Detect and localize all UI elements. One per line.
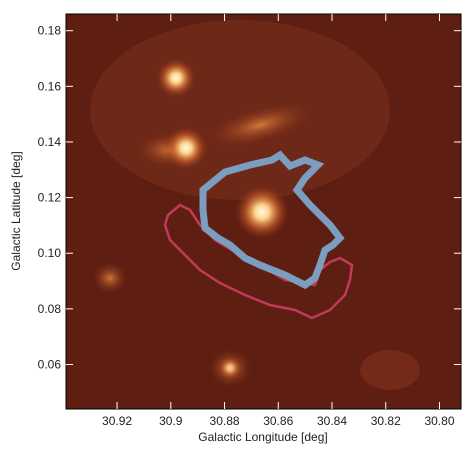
x-tick-label: 30.92 — [102, 414, 132, 428]
y-tick-label: 0.08 — [38, 302, 62, 316]
y-tick-label: 0.06 — [38, 357, 62, 371]
y-tick-label: 0.12 — [38, 191, 62, 205]
plot-frame — [65, 13, 462, 410]
x-tick-label: 30.88 — [210, 414, 240, 428]
x-tick-label: 30.82 — [371, 414, 401, 428]
blue-contour — [199, 150, 345, 290]
x-tick-label: 30.9 — [159, 414, 183, 428]
y-axis-label: Galactic Latitude [deg] — [9, 151, 23, 270]
x-tick-label: 30.84 — [317, 414, 347, 428]
image — [66, 14, 461, 409]
x-axis-label: Galactic Longitude [deg] — [198, 430, 327, 444]
y-tick-label: 0.10 — [38, 246, 62, 260]
y-tick-label: 0.18 — [38, 24, 62, 38]
y-tick-label: 0.14 — [38, 135, 62, 149]
x-tick-label: 30.80 — [424, 414, 454, 428]
x-tick-label: 30.86 — [263, 414, 293, 428]
y-tick-label: 0.16 — [38, 79, 62, 93]
